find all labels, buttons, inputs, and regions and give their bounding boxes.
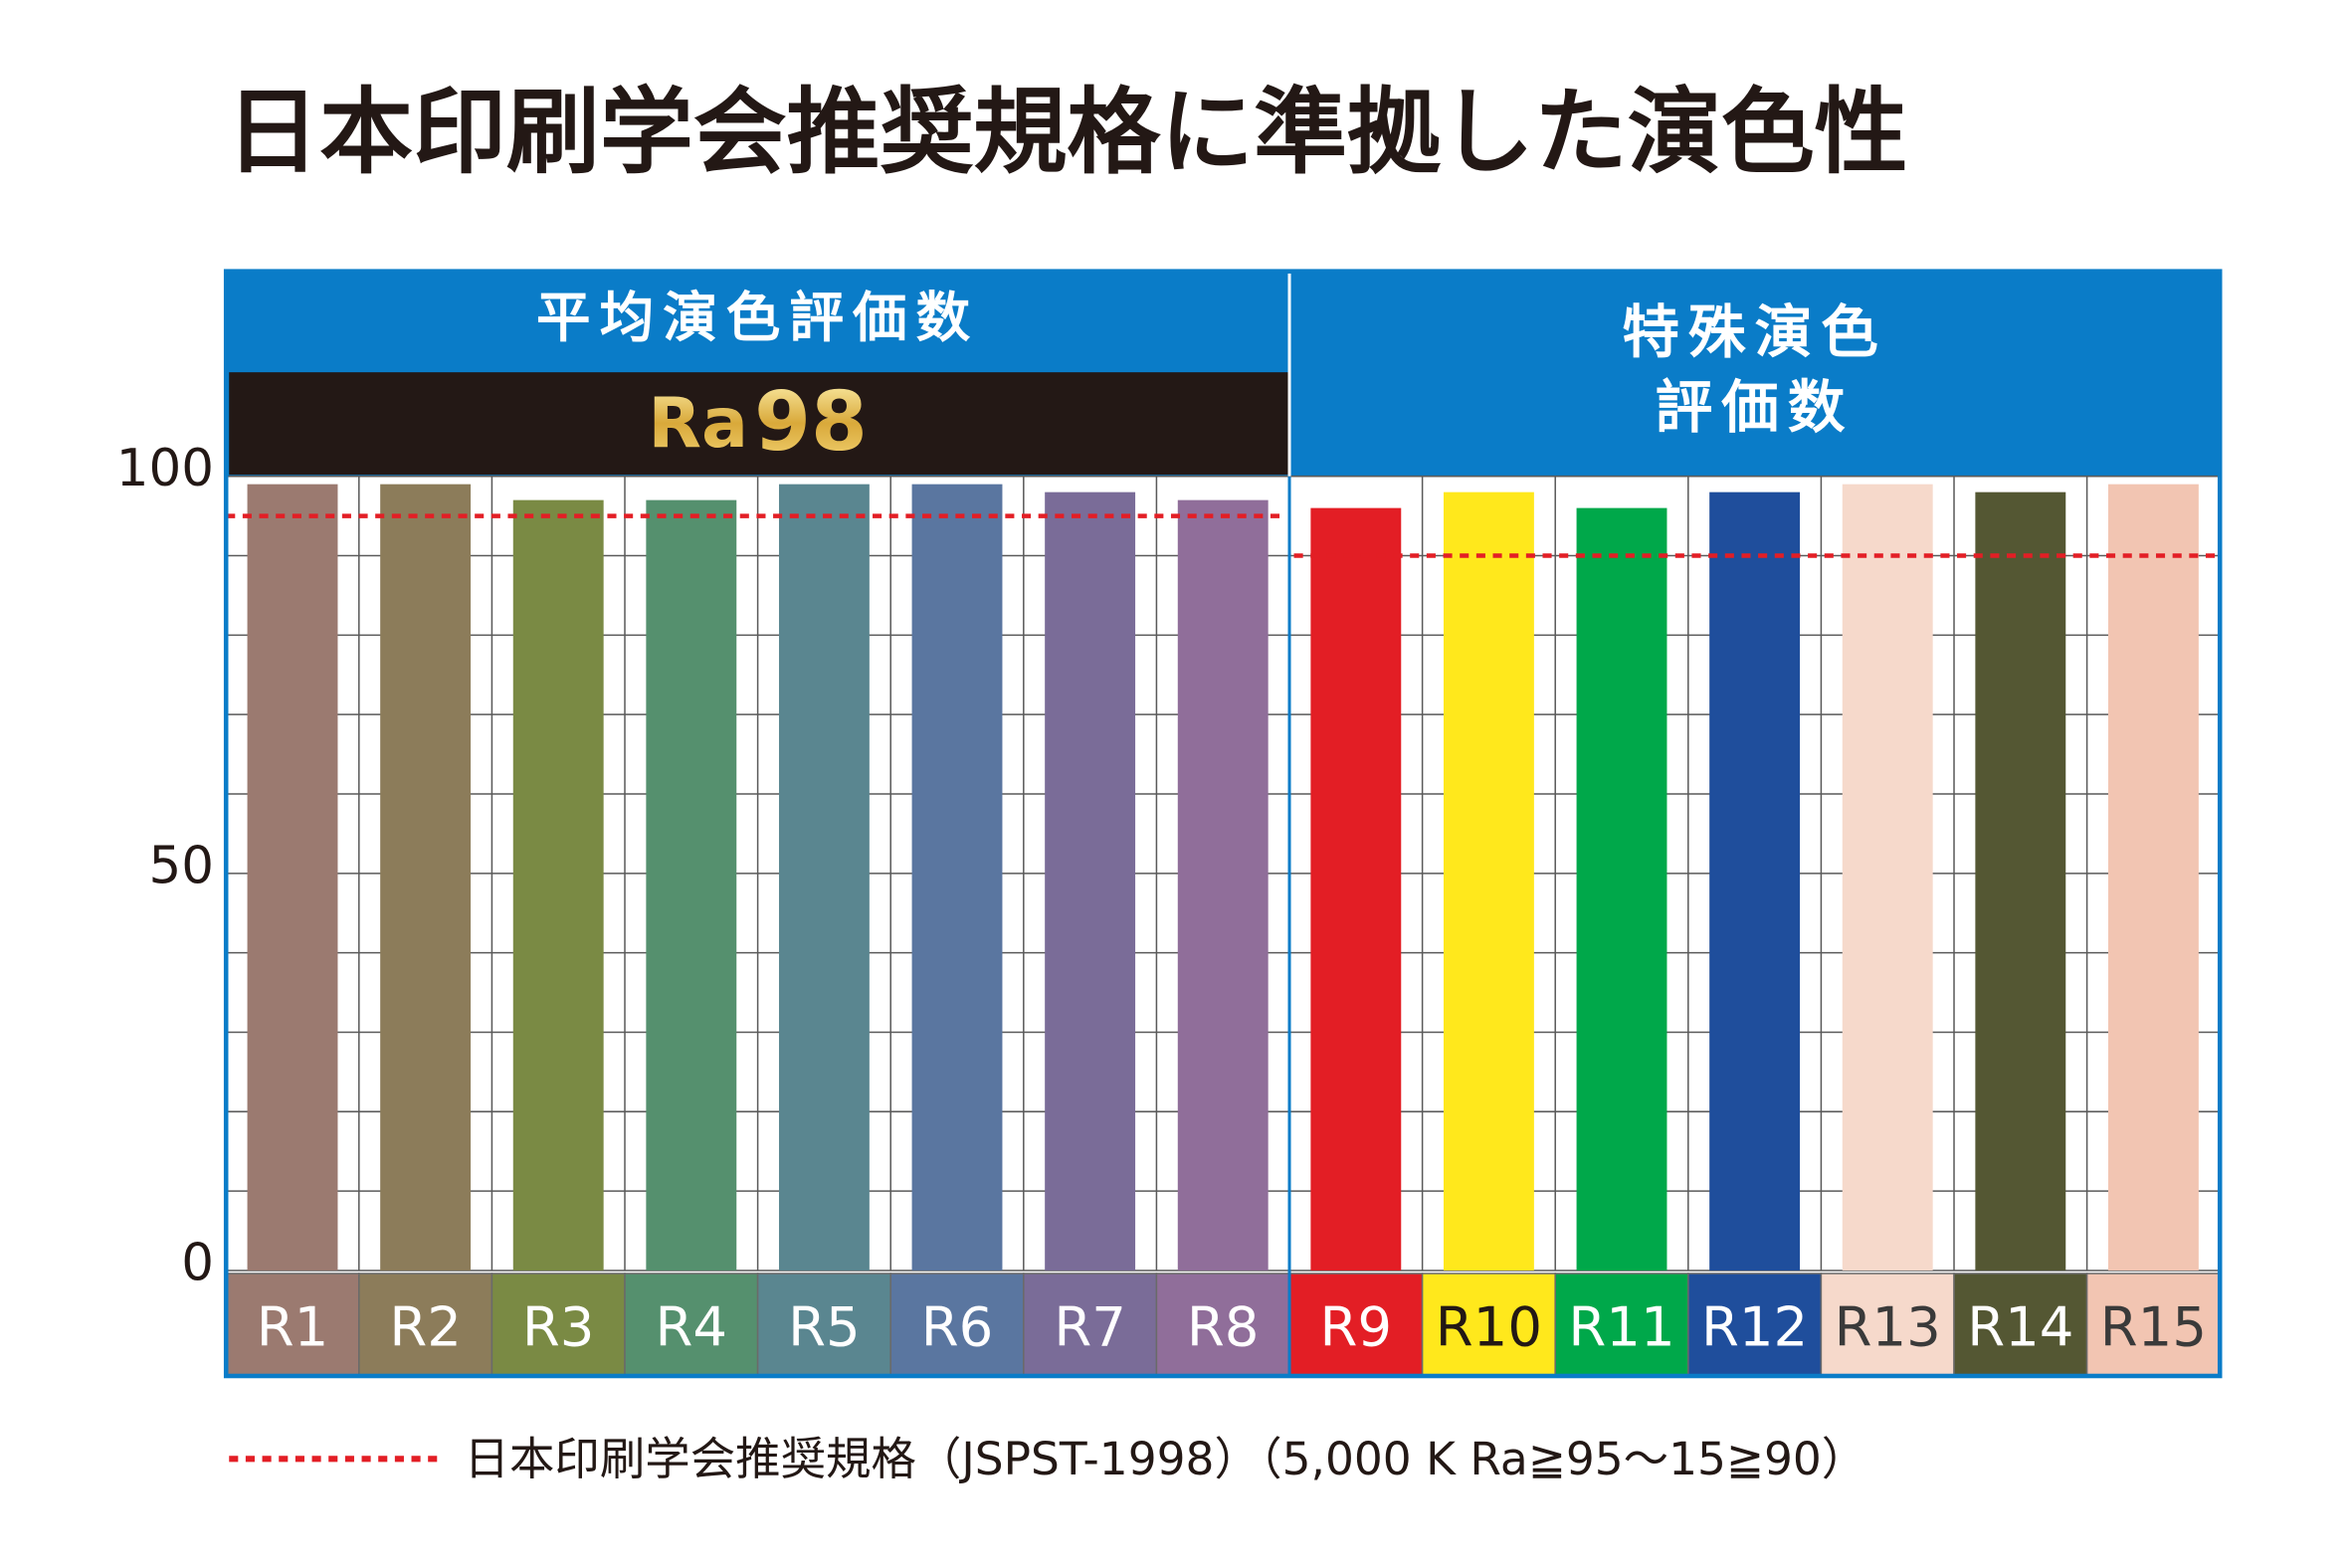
bar xyxy=(1443,491,1534,1271)
x-tick-label: R7 xyxy=(1054,1295,1126,1359)
x-tick-label: R2 xyxy=(389,1295,462,1359)
category-cell xyxy=(1155,1273,1290,1377)
bar xyxy=(1576,507,1667,1271)
group-label: 評価数 xyxy=(1656,374,1855,441)
y-tick-label: 50 xyxy=(149,836,215,895)
category-cell xyxy=(624,1273,759,1377)
category-cell xyxy=(2085,1273,2221,1377)
bar xyxy=(1709,491,1801,1271)
category-cell xyxy=(358,1273,493,1377)
x-tick-label: R10 xyxy=(1436,1295,1542,1359)
category-cell xyxy=(1953,1273,2088,1377)
x-tick-label: R6 xyxy=(921,1295,994,1359)
x-tick-label: R15 xyxy=(2100,1295,2207,1359)
category-cell xyxy=(1820,1273,1955,1377)
bar xyxy=(646,499,737,1271)
bar xyxy=(1310,507,1402,1271)
x-tick-label: R5 xyxy=(788,1295,861,1359)
bar xyxy=(1842,484,1933,1271)
group-label: 特殊演色 xyxy=(1622,298,1887,365)
bar xyxy=(380,484,472,1271)
x-tick-label: R8 xyxy=(1187,1295,1260,1359)
x-tick-label: R14 xyxy=(1967,1295,2073,1359)
x-tick-label: R1 xyxy=(257,1295,329,1359)
chart-title: 日本印刷学会推奨規格に準拠した演色性 xyxy=(226,79,1907,187)
x-tick-label: R12 xyxy=(1701,1295,1808,1359)
category-cell xyxy=(889,1273,1025,1377)
badge-box xyxy=(229,372,1288,476)
bar xyxy=(778,484,870,1271)
badge-value: 98 xyxy=(754,376,868,471)
bar xyxy=(512,499,604,1271)
frame xyxy=(223,269,2223,1379)
bar xyxy=(1975,491,2066,1271)
bar xyxy=(911,484,1003,1271)
bar xyxy=(1177,499,1269,1271)
bar xyxy=(1045,491,1136,1271)
badge-label: Ra xyxy=(648,383,748,464)
x-tick-label: R13 xyxy=(1835,1295,1941,1359)
category-cell xyxy=(1687,1273,1823,1377)
y-tick-label: 0 xyxy=(181,1233,214,1292)
bar xyxy=(2107,484,2199,1271)
category-cell xyxy=(490,1273,626,1377)
badge: Ra 98 xyxy=(648,376,868,471)
category-cell xyxy=(1023,1273,1158,1377)
legend-text: 日本印刷学会推奨規格（JSPST-1998）（5,000 K Ra≧95〜15≧… xyxy=(465,1433,1867,1485)
x-tick-label: R4 xyxy=(656,1295,728,1359)
x-tick-label: R11 xyxy=(1568,1295,1674,1359)
category-cell xyxy=(1421,1273,1556,1377)
category-cell xyxy=(1288,1273,1424,1377)
bar xyxy=(247,484,338,1271)
group-label: 平均演色評価数 xyxy=(536,286,979,349)
x-tick-label: R3 xyxy=(522,1295,595,1359)
y-tick-label: 100 xyxy=(116,439,214,498)
x-tick-label: R9 xyxy=(1320,1295,1393,1359)
category-cell xyxy=(225,1273,360,1377)
